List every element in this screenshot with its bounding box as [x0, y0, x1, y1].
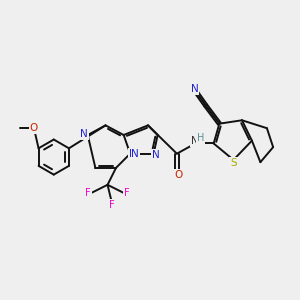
Text: F: F	[109, 200, 115, 210]
Text: N: N	[129, 149, 137, 159]
Text: H: H	[197, 133, 204, 143]
Text: N: N	[152, 150, 160, 160]
Text: N: N	[191, 136, 199, 146]
Text: O: O	[30, 123, 38, 133]
Text: N: N	[131, 149, 139, 159]
Text: F: F	[85, 188, 91, 198]
Text: F: F	[124, 188, 130, 198]
Text: N: N	[190, 84, 198, 94]
Text: O: O	[174, 169, 182, 180]
Text: N: N	[80, 129, 88, 139]
Text: S: S	[230, 158, 237, 168]
